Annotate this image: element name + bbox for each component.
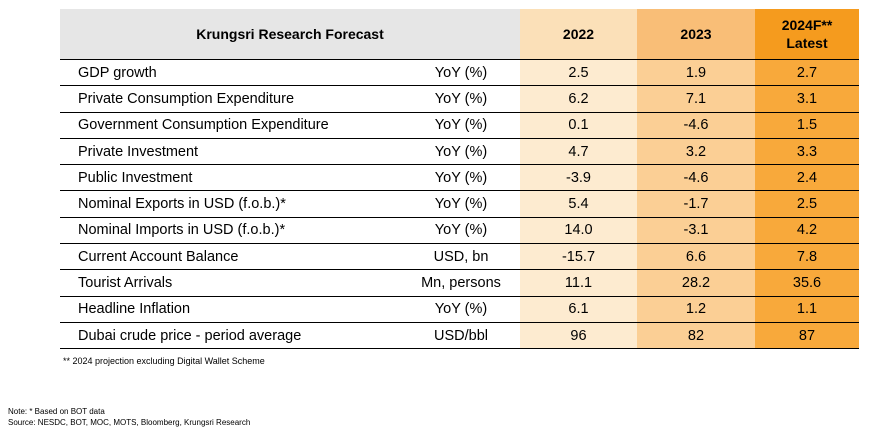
table-row: Government Consumption Expenditure YoY (%… bbox=[60, 112, 859, 139]
value-2022: 14.0 bbox=[520, 217, 637, 245]
value-2022: -3.9 bbox=[520, 164, 637, 192]
row-unit: YoY (%) bbox=[402, 138, 520, 166]
value-2024: 87 bbox=[755, 322, 859, 350]
value-2023: 82 bbox=[637, 322, 755, 350]
value-2022: 4.7 bbox=[520, 138, 637, 166]
value-2024: 7.8 bbox=[755, 243, 859, 271]
value-2022: 5.4 bbox=[520, 190, 637, 218]
value-2023: -1.7 bbox=[637, 190, 755, 218]
table-row: Current Account Balance USD, bn -15.7 6.6 7.… bbox=[60, 243, 859, 271]
value-2023: 28.2 bbox=[637, 269, 755, 297]
table-row: Public Investment YoY (%) -3.9 -4.6 2.4 bbox=[60, 164, 859, 192]
table-row: Tourist Arrivals Mn, persons 11.1 28.2 35.6 bbox=[60, 269, 859, 297]
table-row: Nominal Exports in USD (f.o.b.)* YoY (%) 5… bbox=[60, 190, 859, 218]
value-2023: -4.6 bbox=[637, 112, 755, 139]
table-row: Dubai crude price - period average USD/bb… bbox=[60, 322, 859, 350]
table-row: Headline Inflation YoY (%) 6.1 1.2 1.1 bbox=[60, 296, 859, 323]
table-row: Private Consumption Expenditure YoY (%) 6.… bbox=[60, 85, 859, 113]
value-2023: 1.9 bbox=[637, 59, 755, 87]
row-unit: Mn, persons bbox=[402, 269, 520, 297]
value-2024: 4.2 bbox=[755, 217, 859, 245]
forecast-table: Krungsri Research Forecast 2022 2023 202… bbox=[60, 9, 859, 350]
value-2023: 3.2 bbox=[637, 138, 755, 166]
footnote: ** 2024 projection excluding Digital Wal… bbox=[63, 356, 265, 366]
header-2024-latest: Latest bbox=[786, 35, 828, 51]
value-2024: 2.7 bbox=[755, 59, 859, 87]
row-label: Private Investment bbox=[60, 138, 402, 166]
table-row: GDP growth YoY (%) 2.5 1.9 2.7 bbox=[60, 59, 859, 87]
row-unit: YoY (%) bbox=[402, 85, 520, 113]
value-2023: 7.1 bbox=[637, 85, 755, 113]
row-label: Government Consumption Expenditure bbox=[60, 112, 402, 139]
table-row: Nominal Imports in USD (f.o.b.)* YoY (%) 1… bbox=[60, 217, 859, 245]
row-unit: YoY (%) bbox=[402, 296, 520, 323]
value-2022: 2.5 bbox=[520, 59, 637, 87]
value-2024: 2.5 bbox=[755, 190, 859, 218]
row-unit: YoY (%) bbox=[402, 190, 520, 218]
row-label: Public Investment bbox=[60, 164, 402, 192]
row-label: Current Account Balance bbox=[60, 243, 402, 271]
row-unit: USD, bn bbox=[402, 243, 520, 271]
notes: Note: * Based on BOT data Source: NESDC,… bbox=[8, 406, 250, 428]
row-label: Dubai crude price - period average bbox=[60, 322, 402, 350]
row-label: Nominal Exports in USD (f.o.b.)* bbox=[60, 190, 402, 218]
row-unit: YoY (%) bbox=[402, 164, 520, 192]
header-2023: 2023 bbox=[637, 9, 755, 60]
value-2022: 6.2 bbox=[520, 85, 637, 113]
value-2023: 6.6 bbox=[637, 243, 755, 271]
table-title: Krungsri Research Forecast bbox=[60, 9, 520, 60]
note-text: Note: * Based on BOT data bbox=[8, 407, 105, 416]
value-2024: 2.4 bbox=[755, 164, 859, 192]
row-unit: YoY (%) bbox=[402, 217, 520, 245]
value-2024: 3.3 bbox=[755, 138, 859, 166]
row-unit: YoY (%) bbox=[402, 112, 520, 139]
header-row: Krungsri Research Forecast 2022 2023 202… bbox=[60, 9, 859, 60]
row-label: GDP growth bbox=[60, 59, 402, 87]
header-2024-forecast: 2024F** bbox=[781, 17, 833, 33]
value-2024: 35.6 bbox=[755, 269, 859, 297]
value-2024: 1.5 bbox=[755, 112, 859, 139]
source-text: Source: NESDC, BOT, MOC, MOTS, Bloomberg… bbox=[8, 418, 251, 427]
value-2022: 0.1 bbox=[520, 112, 637, 139]
value-2023: -3.1 bbox=[637, 217, 755, 245]
value-2022: -15.7 bbox=[520, 243, 637, 271]
table-row: Private Investment YoY (%) 4.7 3.2 3.3 bbox=[60, 138, 859, 166]
row-label: Private Consumption Expenditure bbox=[60, 85, 402, 113]
row-label: Nominal Imports in USD (f.o.b.)* bbox=[60, 217, 402, 245]
value-2024: 1.1 bbox=[755, 296, 859, 323]
row-label: Tourist Arrivals bbox=[60, 269, 402, 297]
header-2022: 2022 bbox=[520, 9, 637, 60]
header-2024: 2024F** Latest bbox=[755, 9, 859, 60]
row-unit: USD/bbl bbox=[402, 322, 520, 350]
value-2022: 6.1 bbox=[520, 296, 637, 323]
value-2023: -4.6 bbox=[637, 164, 755, 192]
row-label: Headline Inflation bbox=[60, 296, 402, 323]
value-2022: 96 bbox=[520, 322, 637, 350]
row-unit: YoY (%) bbox=[402, 59, 520, 87]
value-2024: 3.1 bbox=[755, 85, 859, 113]
value-2022: 11.1 bbox=[520, 269, 637, 297]
value-2023: 1.2 bbox=[637, 296, 755, 323]
